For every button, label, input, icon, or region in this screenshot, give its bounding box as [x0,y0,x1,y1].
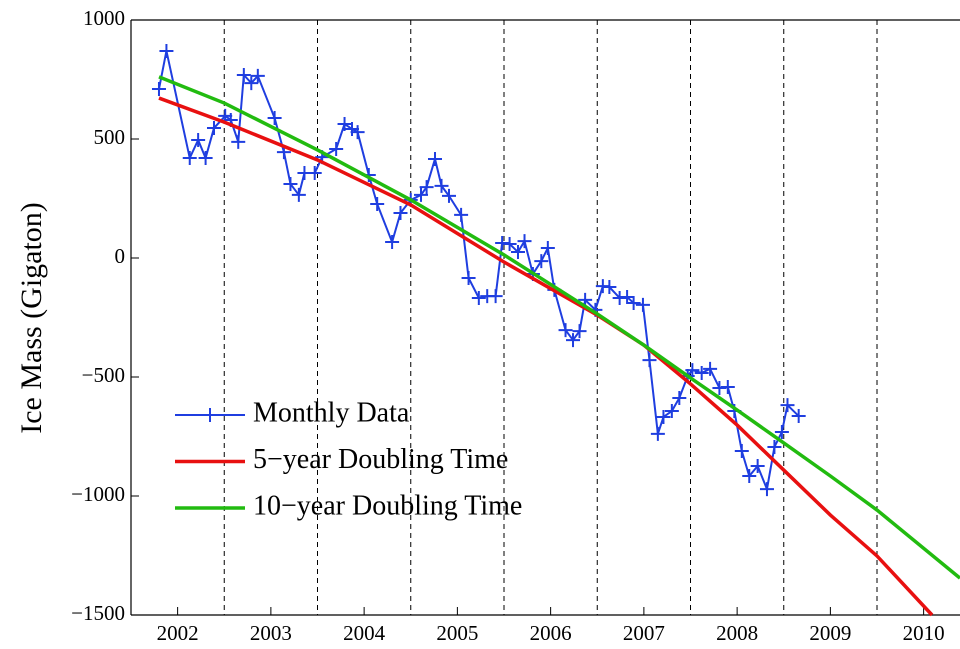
data-marker [650,426,665,441]
data-marker [759,482,774,497]
x-tick-label: 2002 [157,621,199,645]
data-marker [626,295,641,310]
data-marker [206,121,221,136]
data-marker [350,125,365,140]
series-line [158,75,960,580]
x-tick-label: 2006 [530,621,572,645]
data-marker [488,289,503,304]
data-marker [780,398,795,413]
data-marker [267,111,282,126]
data-marker [231,134,246,149]
y-axis-label: Ice Mass (Gigaton) [15,202,48,434]
y-tick-label: 0 [115,244,126,268]
y-tick-label: −500 [82,363,125,387]
data-marker [434,178,449,193]
x-tick-label: 2007 [623,621,665,645]
y-tick-label: 1000 [83,6,125,30]
data-marker [572,324,587,339]
data-marker [307,166,322,181]
data-marker [774,424,789,439]
data-marker [656,409,671,424]
x-tick-label: 2008 [716,621,758,645]
x-tick-label: 2009 [809,621,851,645]
x-tick-label: 2003 [250,621,292,645]
data-marker [427,151,442,166]
data-marker [191,132,206,147]
data-marker [502,236,517,251]
data-marker [385,235,400,250]
data-marker [767,439,782,454]
data-marker [250,68,265,83]
x-tick-label: 2010 [903,621,945,645]
x-tick-label: 2004 [343,621,386,645]
data-marker [620,290,635,305]
legend-label: 10−year Doubling Time [253,490,522,521]
data-marker [750,459,765,474]
data-marker [635,297,650,312]
data-marker [540,241,555,256]
data-marker [441,188,456,203]
data-marker [558,323,573,338]
data-marker [471,290,486,305]
y-tick-label: −1500 [71,601,125,625]
x-tick-label: 2005 [436,621,478,645]
data-marker [461,270,476,285]
data-marker [791,409,806,424]
data-marker [182,151,197,166]
data-marker [510,245,525,260]
data-marker [517,234,532,249]
data-marker [664,404,679,419]
data-marker [703,361,718,376]
data-marker [244,76,259,91]
data-marker [329,141,344,156]
data-marker [236,67,251,82]
data-marker [291,187,306,202]
data-marker [414,187,429,202]
data-marker [602,280,617,295]
data-marker [672,390,687,405]
data-marker [337,117,352,132]
data-marker [370,196,385,211]
data-marker [720,379,735,394]
data-marker [151,82,166,97]
data-marker [694,365,709,380]
legend-marker [203,408,217,422]
y-tick-label: 500 [94,125,126,149]
data-marker [419,180,434,195]
data-marker [454,207,469,222]
series-line [158,96,934,617]
legend-label: 5−year Doubling Time [253,444,508,475]
legend-label: Monthly Data [253,397,410,428]
data-marker [685,363,700,378]
data-marker [393,206,408,221]
y-tick-label: −1000 [71,482,125,506]
data-marker [734,444,749,459]
data-marker [198,151,213,166]
data-marker [283,176,298,191]
data-marker [159,43,174,58]
data-marker [534,254,549,269]
data-marker [566,333,581,348]
data-marker [642,353,657,368]
data-marker [742,469,757,484]
